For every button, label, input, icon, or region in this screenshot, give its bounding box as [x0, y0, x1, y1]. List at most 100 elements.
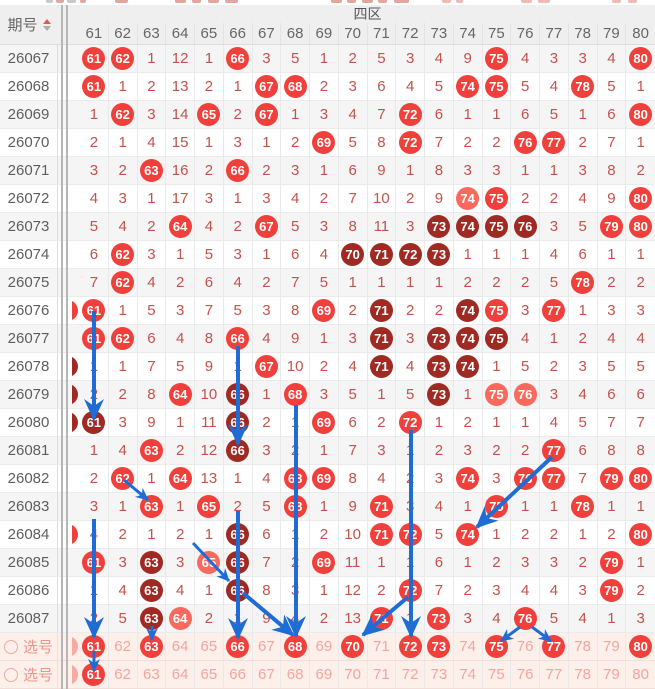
selected-number-ball[interactable]: 70	[341, 635, 365, 658]
select-number-70[interactable]: 70	[339, 633, 368, 660]
select-number-75[interactable]: 75	[483, 661, 512, 688]
selected-number-ball[interactable]: 80	[629, 635, 653, 658]
select-number-65[interactable]: 65	[195, 633, 224, 660]
number-ball: 72	[398, 131, 422, 154]
column-header-80: 80	[632, 25, 649, 42]
select-number-69[interactable]: 69	[310, 661, 339, 688]
select-number-69[interactable]: 69	[310, 633, 339, 660]
omission-count: 1	[224, 353, 253, 380]
omission-count: 4	[166, 325, 195, 352]
select-number-71[interactable]: 71	[368, 661, 397, 688]
selection-radio[interactable]	[3, 667, 18, 682]
number-ball: 67	[254, 103, 278, 126]
select-number-75[interactable]: 75	[483, 633, 512, 660]
omission-count: 3	[454, 605, 483, 632]
sort-asc-desc-icon[interactable]	[42, 18, 51, 31]
omission-count: 8	[598, 157, 627, 184]
select-number-61[interactable]: 61	[80, 633, 109, 660]
select-number-62[interactable]: 62	[109, 661, 138, 688]
column-header-75: 75	[483, 23, 512, 44]
omission-count: 10	[339, 521, 368, 548]
cell-66: 66	[224, 381, 253, 408]
selected-number-ball[interactable]: 72	[398, 635, 422, 658]
cell-65: 65	[195, 101, 224, 128]
selected-number-ball[interactable]: 61	[82, 663, 106, 686]
omission-count: 2	[368, 409, 397, 436]
selection-row-header[interactable]: 选号	[0, 633, 58, 660]
omission-count: 1	[138, 521, 167, 548]
select-number-66[interactable]: 66	[224, 633, 253, 660]
number-ball: 78	[571, 271, 595, 294]
number-ball: 64	[168, 215, 192, 238]
select-number-64[interactable]: 64	[166, 633, 195, 660]
cell-80: 80	[626, 185, 655, 212]
omission-count: 1	[195, 129, 224, 156]
select-number-78[interactable]: 78	[569, 661, 598, 688]
omission-count: 7	[636, 414, 645, 431]
select-number-77[interactable]: 77	[540, 633, 569, 660]
issue-column-header[interactable]: 期号	[0, 5, 58, 44]
selected-number-ball[interactable]: 68	[283, 635, 307, 658]
select-number-80[interactable]: 80	[632, 666, 649, 683]
select-number-62[interactable]: 62	[109, 633, 138, 660]
select-number-73[interactable]: 73	[425, 633, 454, 660]
cutoff-cell	[72, 213, 80, 240]
select-number-79[interactable]: 79	[598, 633, 627, 660]
cutoff-cell	[72, 605, 80, 632]
select-number-68[interactable]: 68	[281, 661, 310, 688]
omission-count: 2	[598, 269, 627, 296]
omission-count: 2	[540, 521, 569, 548]
selected-number-ball[interactable]: 73	[427, 635, 451, 658]
select-number-65[interactable]: 65	[195, 661, 224, 688]
selected-number-ball[interactable]: 63	[139, 635, 163, 658]
cell-71: 71	[368, 521, 397, 548]
select-number-67[interactable]: 67	[253, 633, 282, 660]
select-number-73[interactable]: 73	[425, 661, 454, 688]
select-number-72[interactable]: 72	[396, 633, 425, 660]
omission-count: 3	[396, 493, 425, 520]
omission-count: 1	[396, 437, 425, 464]
divider-bar	[66, 5, 68, 689]
cell-75: 75	[483, 297, 512, 324]
select-number-70[interactable]: 70	[339, 661, 368, 688]
select-number-67[interactable]: 67	[253, 661, 282, 688]
cutoff-cell	[72, 129, 80, 156]
select-number-78[interactable]: 78	[569, 633, 598, 660]
column-header-77: 77	[540, 23, 569, 44]
selection-radio[interactable]	[3, 639, 18, 654]
selected-number-ball[interactable]: 61	[82, 635, 106, 658]
selection-row-header[interactable]: 选号	[0, 661, 58, 688]
select-number-72[interactable]: 72	[396, 661, 425, 688]
omission-count: 2	[195, 157, 224, 184]
omission-count: 3	[569, 353, 598, 380]
number-ball: 74	[456, 75, 480, 98]
cutoff-cell	[72, 493, 80, 520]
select-number-66[interactable]: 66	[224, 661, 253, 688]
number-ball: 69	[312, 299, 336, 322]
select-number-74[interactable]: 74	[454, 633, 483, 660]
select-number-63[interactable]: 63	[138, 633, 167, 660]
issue-number: 26078	[0, 353, 58, 380]
number-ball: 66	[226, 579, 250, 602]
select-number-76[interactable]: 76	[511, 661, 540, 688]
select-number-64[interactable]: 64	[166, 661, 195, 688]
selected-number-ball[interactable]: 75	[484, 635, 508, 658]
select-number-61[interactable]: 61	[80, 661, 109, 688]
cell-78: 78	[569, 493, 598, 520]
omission-count: 1	[569, 521, 598, 548]
select-number-79[interactable]: 79	[598, 661, 627, 688]
select-number-76[interactable]: 76	[511, 633, 540, 660]
omission-count: 1	[598, 241, 627, 268]
cutoff-cell	[72, 241, 80, 268]
select-number-71[interactable]: 71	[368, 633, 397, 660]
omission-count: 5	[569, 213, 598, 240]
select-number-63[interactable]: 63	[138, 661, 167, 688]
selected-number-ball[interactable]: 77	[542, 635, 566, 658]
cell-62: 62	[109, 269, 138, 296]
select-number-77[interactable]: 77	[540, 661, 569, 688]
select-number-80[interactable]: 80	[626, 633, 655, 660]
selected-number-ball[interactable]: 66	[226, 635, 250, 658]
select-number-68[interactable]: 68	[281, 633, 310, 660]
number-ball: 69	[312, 411, 336, 434]
select-number-74[interactable]: 74	[454, 661, 483, 688]
